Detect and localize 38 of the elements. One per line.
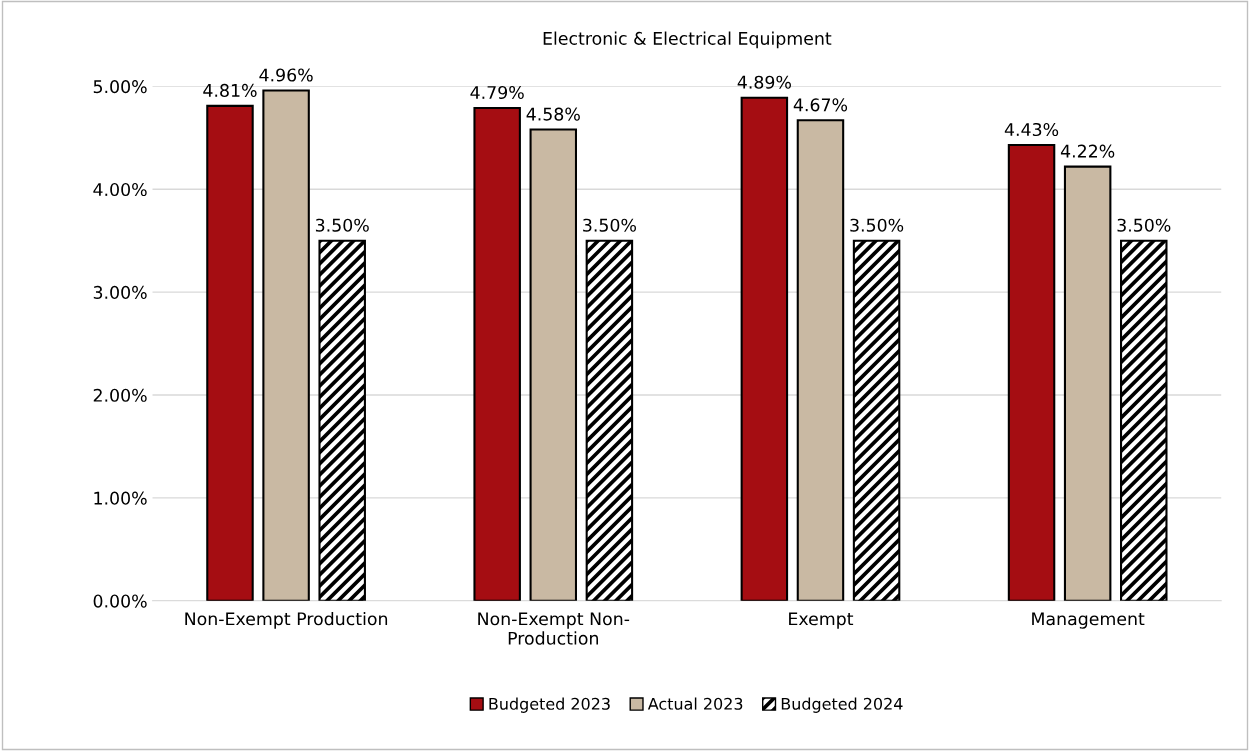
x-tick-label: Management (1032, 612, 1145, 629)
y-tick-label: 4.00% (93, 182, 147, 197)
bar (473, 106, 521, 601)
bar (852, 239, 901, 601)
bar (585, 239, 634, 601)
y-tick-label: 5.00% (93, 80, 147, 94)
chart-title: Electronic & Electrical Equipment (543, 31, 832, 49)
data-label: 3.50% (583, 218, 637, 232)
y-tick-label: 1.00% (94, 491, 147, 505)
data-label: 4.81% (203, 83, 257, 97)
data-label: 3.50% (1117, 218, 1171, 232)
bar (206, 104, 254, 601)
y-tick-label: 2.00% (93, 388, 147, 402)
bar (740, 96, 789, 601)
y-tick-label: 3.00% (93, 285, 147, 299)
legend-label: Actual 2023 (647, 697, 743, 710)
data-label: 4.89% (737, 75, 791, 89)
data-label: 4.43% (1004, 122, 1059, 137)
data-label: 3.50% (315, 218, 369, 232)
bar (262, 89, 310, 601)
legend-label: Budgeted 2024 (781, 697, 903, 713)
bar (1120, 239, 1168, 601)
bar (1007, 143, 1056, 601)
x-tick-label: Exempt (789, 612, 854, 629)
data-label: 3.50% (850, 218, 904, 232)
data-label: 4.67% (793, 98, 848, 112)
legend-label: Budgeted 2023 (489, 697, 610, 713)
bar (529, 128, 578, 601)
bar (318, 239, 366, 601)
x-tick-label: Non-Exempt Non- Production (478, 612, 630, 645)
data-label: 4.58% (526, 107, 580, 121)
data-label: 4.79% (470, 85, 524, 100)
data-label: 4.22% (1060, 144, 1115, 158)
x-tick-label: Non-Exempt Production (185, 611, 388, 629)
y-tick-label: 0.00% (93, 594, 147, 608)
bar (796, 119, 845, 601)
bar (1063, 165, 1112, 601)
data-label: 4.96% (259, 68, 313, 82)
